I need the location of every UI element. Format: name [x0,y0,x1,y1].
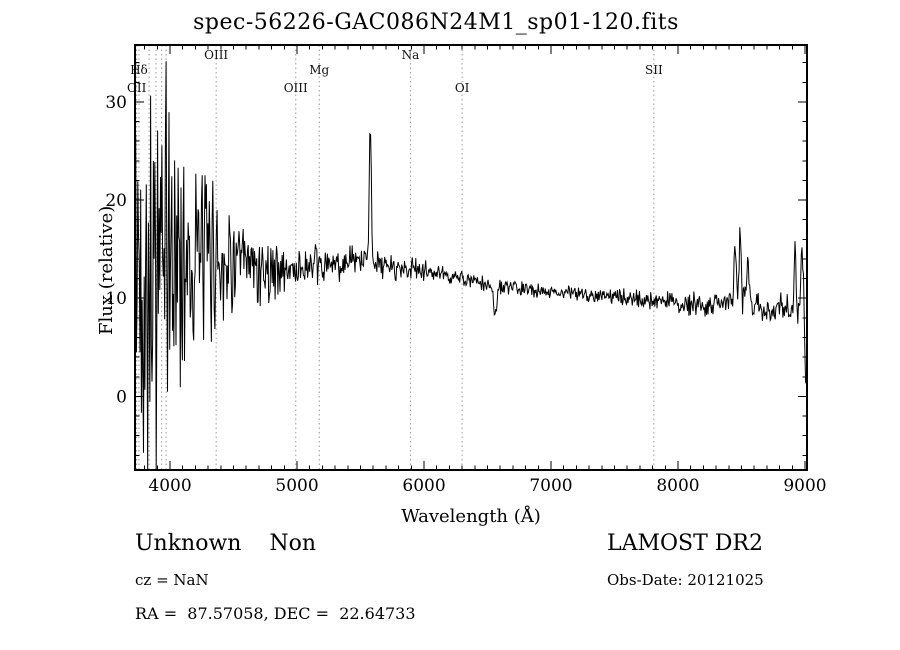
plot-title: spec-56226-GAC086N24M1_sp01-120.fits [193,10,679,35]
ra-dec-value: RA = 87.57058, DEC = 22.64733 [135,604,416,623]
y-axis-title: Flux (relative) [96,205,117,335]
y-tick-labels: 0 10 20 30 [105,93,127,407]
spectrum-trace [134,61,808,471]
y-tick-label: 30 [105,93,127,113]
y-tick-label: 20 [105,191,127,211]
line-label-Mg: Mg [309,63,329,77]
line-label-SII: SII [645,63,663,77]
x-tick-label: 6000 [402,476,445,496]
line-label-OIII: OIII [204,48,228,62]
x-tick-label: 8000 [656,476,699,496]
x-tick-label: 5000 [275,476,318,496]
axis-ticks [135,45,807,470]
survey-label: LAMOST DR2 [607,531,763,556]
x-tick-label: 9000 [783,476,826,496]
line-label-Na: Na [402,48,420,62]
line-label-OIII: OIII [284,81,308,95]
cz-value: cz = NaN [135,571,209,589]
x-tick-label: 4000 [148,476,191,496]
line-label-Hδ: Hδ [130,63,148,77]
obs-date: Obs-Date: 20121025 [607,571,764,589]
x-tick-labels: 4000 5000 6000 7000 8000 9000 [148,476,826,496]
x-tick-label: 7000 [529,476,572,496]
plot-frame [134,44,808,471]
spectral-line-markers [134,45,655,470]
x-axis-title: Wavelength (Å) [401,506,541,527]
line-label-OI: OI [455,81,470,95]
y-tick-label: 10 [105,289,127,309]
line-label-OII: OII [127,81,147,95]
y-tick-label: 0 [116,387,127,407]
classification-label: Unknown Non [135,531,317,556]
